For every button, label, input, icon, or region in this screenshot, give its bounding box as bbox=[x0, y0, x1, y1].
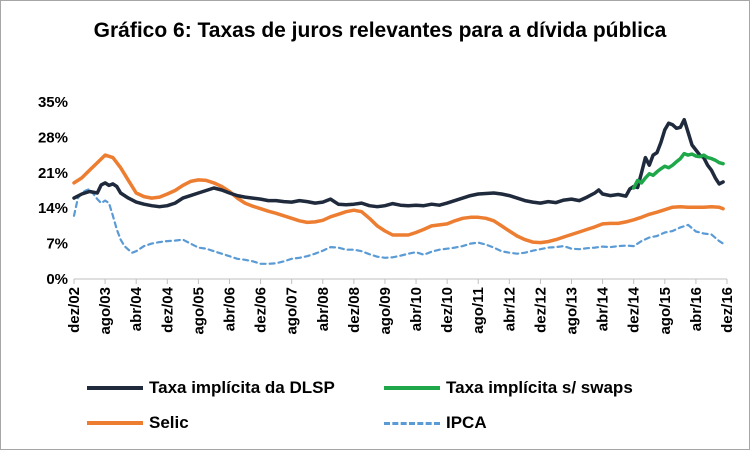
x-tick-label: abr/04 bbox=[128, 286, 145, 331]
x-tick-label: abr/14 bbox=[595, 286, 612, 331]
series-line-selic bbox=[72, 153, 725, 245]
x-tick-label: dez/04 bbox=[159, 286, 176, 333]
x-tick-label: abr/12 bbox=[501, 287, 518, 331]
y-tick-label: 21% bbox=[38, 165, 68, 182]
y-tick-label: 14% bbox=[38, 200, 68, 217]
x-tick-label: dez/14 bbox=[626, 286, 643, 333]
y-tick-label: 0% bbox=[46, 271, 68, 288]
x-tick-label: dez/10 bbox=[439, 287, 456, 333]
series-line-ipca bbox=[72, 187, 725, 265]
x-tick-label: ago/05 bbox=[190, 287, 207, 335]
x-tick-label: abr/16 bbox=[688, 287, 705, 331]
y-tick-label: 7% bbox=[46, 236, 68, 253]
x-tick-label: dez/06 bbox=[253, 287, 270, 333]
x-tick-label: dez/16 bbox=[719, 287, 736, 333]
x-tick-label: ago/07 bbox=[284, 287, 301, 335]
x-tick-label: ago/11 bbox=[470, 287, 487, 334]
y-tick-label: 35% bbox=[38, 94, 68, 111]
x-tick-label: ago/15 bbox=[657, 287, 674, 335]
y-tick-label: 28% bbox=[38, 129, 68, 146]
x-tick-label: ago/13 bbox=[564, 287, 581, 335]
series-line-swaps bbox=[631, 151, 725, 190]
x-tick-label: abr/08 bbox=[315, 287, 332, 331]
x-tick-label: dez/08 bbox=[346, 287, 363, 333]
chart-title: Gráfico 6: Taxas de juros relevantes par… bbox=[93, 19, 667, 42]
series-line-dlsp bbox=[72, 117, 725, 209]
x-tick-label: dez/02 bbox=[66, 287, 83, 333]
x-tick-label: abr/06 bbox=[221, 287, 238, 331]
x-tick-label: dez/12 bbox=[532, 287, 549, 333]
x-tick-label: ago/03 bbox=[97, 287, 114, 335]
x-tick-label: abr/10 bbox=[408, 287, 425, 331]
x-tick-label: ago/09 bbox=[377, 287, 394, 335]
